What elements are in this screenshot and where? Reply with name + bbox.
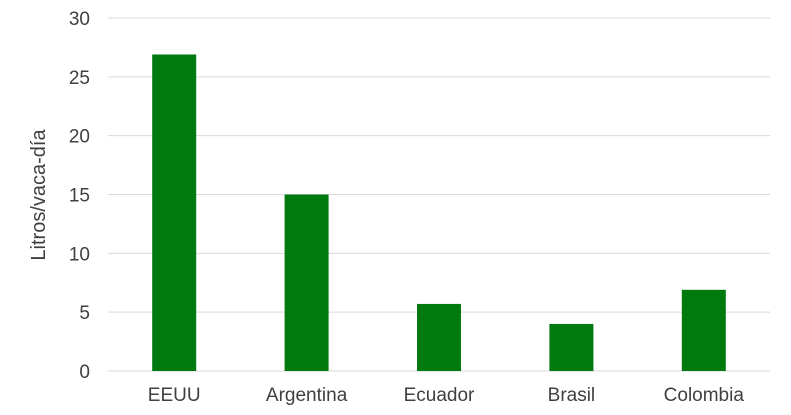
x-tick-label: Ecuador	[404, 385, 475, 406]
y-tick-label: 15	[69, 186, 90, 207]
y-tick-label: 25	[69, 68, 90, 89]
gridlines	[108, 17, 770, 372]
y-axis-title: Litros/vaca-día	[28, 129, 50, 261]
bar-colombia	[681, 289, 726, 371]
y-tick-label: 20	[69, 127, 90, 148]
x-tick-label: Brasil	[548, 385, 596, 406]
bar-brasil	[549, 323, 594, 371]
bar-eeuu	[152, 54, 197, 372]
x-tick-label: EEUU	[148, 385, 201, 406]
x-tick-label: Colombia	[664, 385, 745, 406]
y-tick-label: 10	[69, 244, 90, 265]
bar-ecuador	[417, 303, 461, 371]
bar-argentina	[284, 194, 329, 371]
y-tick-label: 30	[69, 9, 90, 30]
y-tick-labels: 0 5 10 15 20 25 30	[69, 9, 90, 383]
y-tick-label: 5	[79, 303, 90, 324]
x-tick-labels: EEUU Argentina Ecuador Brasil Colombia	[148, 385, 745, 406]
bars	[152, 54, 726, 372]
y-tick-label: 0	[79, 362, 90, 383]
x-tick-label: Argentina	[266, 385, 348, 406]
